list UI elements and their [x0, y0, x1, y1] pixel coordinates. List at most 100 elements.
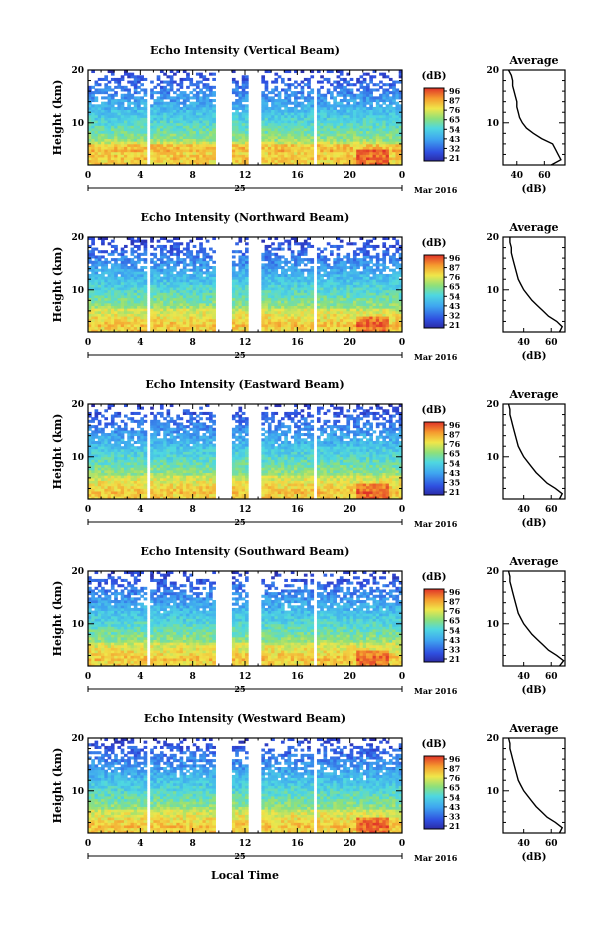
profile-x-label: (dB) — [522, 685, 547, 696]
profile-y-tick-label: 10 — [486, 787, 499, 797]
colorbar-bar — [423, 588, 445, 663]
profile-x-tick-label: 60 — [545, 839, 558, 849]
colorbar-tick-label: 65 — [449, 783, 460, 793]
x-tick-label: 4 — [137, 505, 143, 515]
x-tick-label: 4 — [137, 338, 143, 348]
profile-title: Average — [508, 722, 558, 735]
x-tick-label: 20 — [343, 505, 356, 515]
panel-title: Echo Intensity (Westward Beam) — [144, 712, 346, 725]
day-label: 25 — [234, 684, 245, 694]
profile-frame — [502, 403, 566, 500]
profile-title: Average — [508, 555, 558, 568]
x-tick-label: 12 — [239, 171, 252, 181]
colorbar-tick-label: 32 — [449, 143, 460, 153]
x-tick-label: 0 — [85, 338, 91, 348]
colorbar-tick-label: 43 — [449, 468, 461, 478]
profile-x-tick-label: 40 — [517, 672, 530, 682]
colorbar-unit: (dB) — [422, 405, 447, 416]
colorbar-tick-label: 35 — [449, 477, 460, 487]
y-axis-label: Height (km) — [51, 80, 64, 156]
colorbar-tick-label: 32 — [449, 310, 460, 320]
average-profile: Average 10 20 40 60 (dB) — [486, 388, 566, 529]
beam-panel: Echo Intensity (Southward Beam) 10 20 Heigh… — [51, 545, 566, 696]
colorbar-tick-label: 43 — [449, 635, 461, 645]
x-tick-label: 16 — [291, 171, 304, 181]
x-tick-label: 12 — [239, 505, 252, 515]
profile-frame — [502, 570, 566, 667]
colorbar-tick-label: 76 — [449, 606, 461, 616]
x-tick-label: 20 — [343, 672, 356, 682]
y-tick-label: 20 — [71, 233, 84, 243]
profile-line — [507, 69, 562, 166]
colorbar-tick-label: 65 — [449, 115, 460, 125]
panel-title: Echo Intensity (Eastward Beam) — [145, 378, 344, 391]
x-tick-label: 16 — [291, 338, 304, 348]
x-axis: 0 4 8 12 16 20 0 25 Mar 2016 — [85, 738, 458, 863]
profile-x-label: (dB) — [522, 852, 547, 863]
average-profile: Average 10 20 40 60 (dB) — [486, 555, 566, 696]
y-axis-label: Height (km) — [51, 581, 64, 657]
colorbar-tick-label: 76 — [449, 439, 461, 449]
profile-y-tick-label: 10 — [486, 453, 499, 463]
x-tick-label: 16 — [291, 505, 304, 515]
colorbar-tick-label: 87 — [449, 764, 460, 774]
colorbar-tick-label: 43 — [449, 301, 461, 311]
day-label: 25 — [234, 183, 245, 193]
profile-y-tick-label: 10 — [486, 620, 499, 630]
colorbar-tick-label: 96 — [449, 420, 461, 430]
profile-line — [509, 237, 564, 333]
colorbar-tick-label: 76 — [449, 105, 461, 115]
y-tick-label: 10 — [71, 787, 84, 797]
x-tick-label: 12 — [239, 338, 252, 348]
y-tick-label: 20 — [71, 66, 84, 76]
x-tick-label: 0 — [399, 338, 405, 348]
colorbar-tick-label: 96 — [449, 86, 461, 96]
colorbar-tick-label: 65 — [449, 449, 460, 459]
x-tick-label: 0 — [85, 672, 91, 682]
profile-x-tick-label: 40 — [517, 338, 530, 348]
colorbar-tick-label: 65 — [449, 282, 460, 292]
colorbar-tick-label: 76 — [449, 272, 461, 282]
profile-x-label: (dB) — [522, 184, 547, 195]
profile-y-tick-label: 20 — [486, 233, 499, 243]
x-tick-label: 8 — [190, 171, 196, 181]
beam-panel: Echo Intensity (Northward Beam) 10 20 Heigh… — [51, 211, 566, 362]
x-axis: 0 4 8 12 16 20 0 25 Mar 2016 — [85, 237, 458, 362]
x-tick-label: 20 — [343, 171, 356, 181]
x-axis: 0 4 8 12 16 20 0 25 Mar 2016 — [85, 70, 458, 195]
profile-frame — [502, 69, 566, 166]
average-profile: Average 10 20 40 60 (dB) — [486, 722, 566, 863]
profile-x-tick-label: 40 — [511, 171, 524, 181]
panel-title: Echo Intensity (Southward Beam) — [141, 545, 350, 558]
profile-x-label: (dB) — [522, 351, 547, 362]
colorbar-tick-label: 54 — [449, 124, 461, 134]
profile-y-tick-label: 10 — [486, 119, 499, 129]
y-axis: 10 20 Height (km) — [51, 400, 402, 500]
average-profile: Average 10 20 40 60 (dB) — [486, 221, 566, 362]
y-tick-label: 10 — [71, 286, 84, 296]
date-label: Mar 2016 — [414, 519, 458, 529]
y-axis: 10 20 Height (km) — [51, 233, 402, 333]
y-axis: 10 20 Height (km) — [51, 567, 402, 667]
x-tick-label: 8 — [190, 505, 196, 515]
x-tick-label: 0 — [399, 505, 405, 515]
colorbar-tick-label: 21 — [449, 654, 460, 664]
x-tick-label: 4 — [137, 839, 143, 849]
colorbar-tick-label: 65 — [449, 616, 460, 626]
profile-y-tick-label: 10 — [486, 286, 499, 296]
y-tick-label: 10 — [71, 620, 84, 630]
colorbar-tick-label: 87 — [449, 597, 460, 607]
colorbar-tick-label: 87 — [449, 263, 460, 273]
profile-x-tick-label: 40 — [517, 505, 530, 515]
x-tick-label: 4 — [137, 672, 143, 682]
colorbar-tick-label: 54 — [449, 625, 461, 635]
profile-x-label: (dB) — [522, 518, 547, 529]
colorbar-bar — [423, 755, 445, 830]
profile-x-tick-label: 60 — [545, 672, 558, 682]
panel-title: Echo Intensity (Northward Beam) — [141, 211, 350, 224]
y-tick-label: 20 — [71, 567, 84, 577]
date-label: Mar 2016 — [414, 352, 458, 362]
